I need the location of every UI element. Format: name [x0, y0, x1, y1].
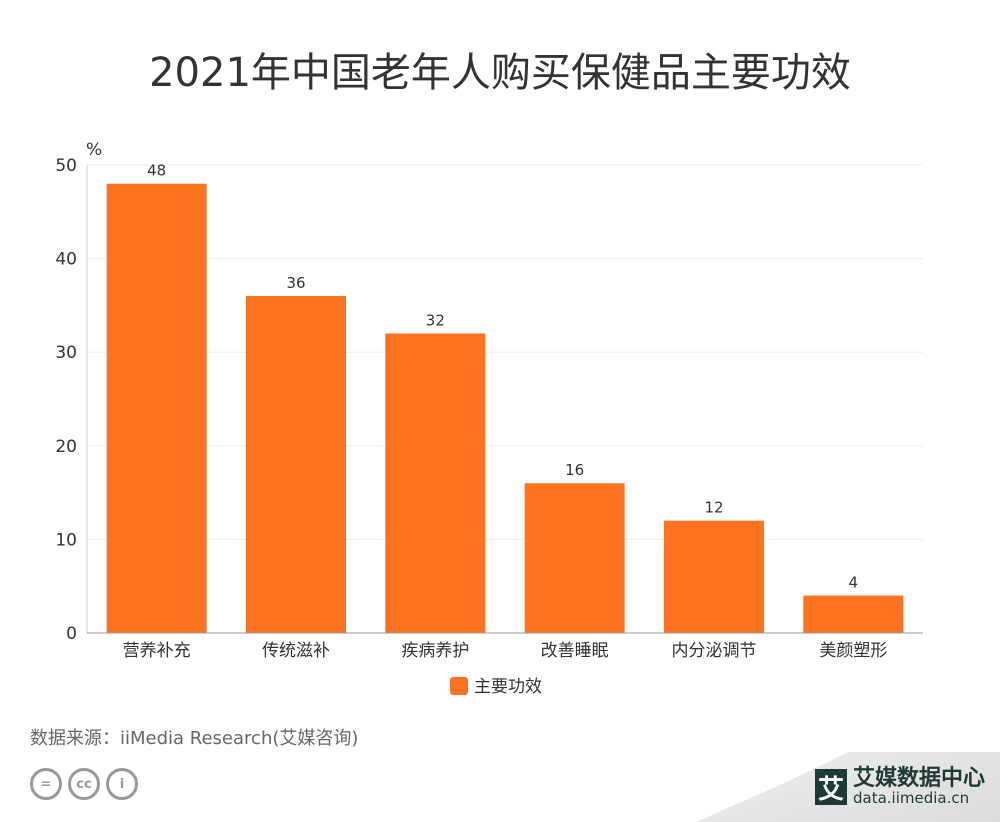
- bar: [803, 595, 904, 633]
- legend-label: 主要功效: [474, 677, 542, 697]
- brand-logo-icon: 艾: [815, 769, 847, 805]
- bar: [524, 483, 625, 633]
- bar: [664, 520, 764, 633]
- x-tick-label: 改善睡眠: [541, 641, 609, 661]
- x-tick-label: 美颜塑形: [819, 641, 887, 661]
- x-tick-label: 疾病养护: [401, 641, 469, 661]
- brand-logo: 艾 艾媒数据中心 data.iimedia.cn: [815, 768, 985, 806]
- y-tick-label: 30: [55, 343, 77, 363]
- y-tick-label: 50: [55, 156, 77, 176]
- bar: [106, 183, 207, 633]
- license-icons: = cc i: [30, 768, 138, 800]
- x-tick-label: 营养补充: [123, 641, 191, 661]
- data-label: 36: [286, 274, 305, 292]
- cc-icon: cc: [68, 768, 100, 800]
- y-tick-label: 10: [55, 530, 77, 550]
- x-tick-label: 内分泌调节: [672, 641, 757, 661]
- data-label: 16: [565, 461, 584, 479]
- source-note: 数据来源：iiMedia Research(艾媒咨询): [30, 728, 359, 749]
- brand-url: data.iimedia.cn: [853, 789, 970, 807]
- data-label: 12: [704, 499, 723, 517]
- brand-name: 艾媒数据中心: [853, 766, 986, 791]
- y-tick-label: 40: [55, 250, 77, 270]
- y-tick-label: 0: [66, 624, 77, 644]
- y-axis-unit: %: [86, 140, 102, 160]
- data-label: 48: [147, 162, 166, 180]
- legend-swatch: [450, 677, 468, 695]
- y-tick-label: 20: [55, 437, 77, 457]
- x-tick-label: 传统滋补: [262, 641, 330, 661]
- chart-title: 2021年中国老年人购买保健品主要功效: [149, 50, 851, 96]
- bar: [385, 333, 486, 633]
- bar-chart: 0 10 20 30 40 50% 48 营养补充 36 传统滋补 32 疾病养护 16 改善睡眠 12 内分…: [55, 140, 923, 697]
- by-icon: i: [106, 768, 138, 800]
- data-label: 4: [849, 574, 859, 592]
- nd-icon: =: [30, 768, 62, 800]
- bar: [246, 296, 346, 633]
- data-label: 32: [426, 311, 445, 329]
